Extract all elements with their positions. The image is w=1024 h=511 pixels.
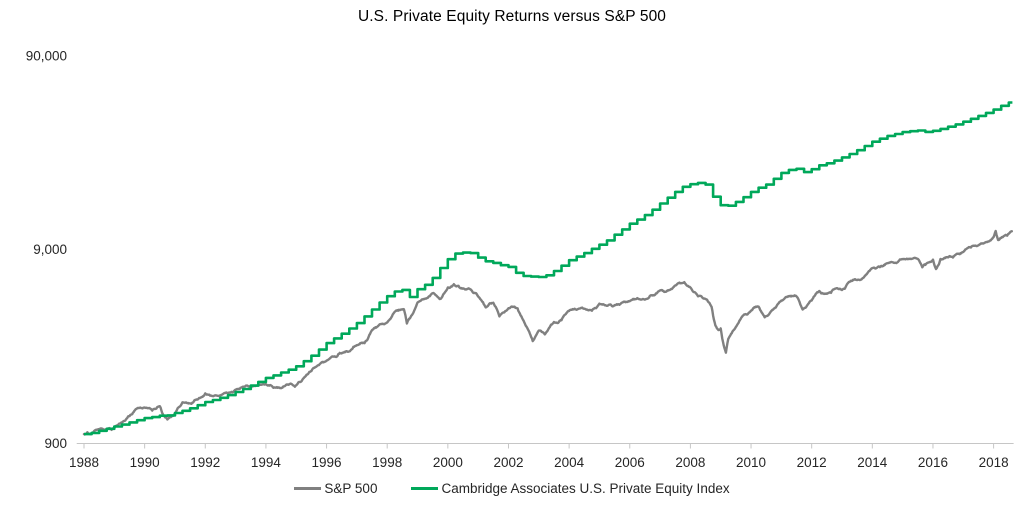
x-tick-label: 1996 — [312, 455, 342, 470]
x-tick-label: 2010 — [736, 455, 766, 470]
legend: S&P 500 Cambridge Associates U.S. Privat… — [0, 481, 1024, 496]
legend-label-sp500: S&P 500 — [324, 481, 378, 496]
x-tick-label: 1998 — [372, 455, 402, 470]
x-tick-label: 2002 — [493, 455, 523, 470]
legend-item-pe-index: Cambridge Associates U.S. Private Equity… — [411, 481, 730, 496]
chart-title: U.S. Private Equity Returns versus S&P 5… — [357, 8, 667, 25]
x-tick-label: 1988 — [69, 455, 99, 470]
y-tick-label: 9,000 — [33, 242, 67, 257]
sp500-line-swatch — [294, 487, 322, 490]
x-tick-label: 2012 — [797, 455, 827, 470]
y-tick-label: 90,000 — [26, 48, 67, 63]
x-tick-label: 1994 — [251, 455, 282, 470]
x-tick-label: 1990 — [130, 455, 160, 470]
x-tick-label: 2018 — [979, 455, 1009, 470]
pe-index-line-swatch — [411, 487, 439, 490]
x-tick-label: 2014 — [857, 455, 888, 470]
x-tick-label: 1992 — [190, 455, 220, 470]
legend-label-pe-index: Cambridge Associates U.S. Private Equity… — [441, 481, 730, 496]
pe-index-series-line — [84, 101, 1013, 436]
x-tick-label: 2000 — [433, 455, 463, 470]
sp500-series-line — [82, 229, 1013, 436]
legend-item-sp500: S&P 500 — [294, 481, 377, 496]
y-tick-label: 900 — [44, 436, 67, 451]
x-tick-label: 2004 — [554, 455, 585, 470]
x-tick-label: 2006 — [615, 455, 645, 470]
x-tick-label: 2016 — [918, 455, 948, 470]
x-tick-label: 2008 — [675, 455, 705, 470]
